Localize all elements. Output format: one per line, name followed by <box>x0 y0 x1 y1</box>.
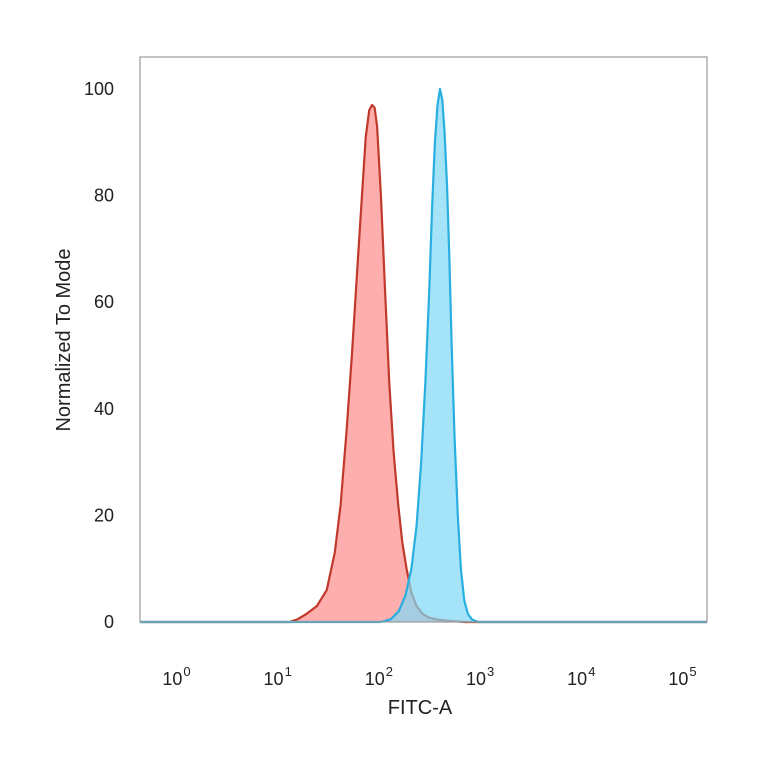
x-tick-exponent: 1 <box>285 664 292 679</box>
x-tick-label: 100 <box>162 664 190 689</box>
x-tick-base: 10 <box>365 669 385 689</box>
x-tick-exponent: 5 <box>689 664 696 679</box>
series-2-area <box>140 88 707 623</box>
x-tick-base: 10 <box>466 669 486 689</box>
x-axis-title: FITC-A <box>388 697 453 719</box>
plot-frame <box>139 56 708 623</box>
x-axis-ticks: 100 101 102 103 104 105 <box>162 664 696 689</box>
x-tick-exponent: 3 <box>487 664 494 679</box>
y-tick-label: 60 <box>94 292 114 312</box>
y-tick-label: 20 <box>94 505 114 525</box>
x-tick-base: 10 <box>264 669 284 689</box>
x-tick-base: 10 <box>567 669 587 689</box>
series-layer <box>140 87 707 624</box>
y-axis-ticks: 0 20 40 60 80 100 <box>84 79 114 632</box>
x-tick-label: 101 <box>264 664 292 689</box>
x-tick-base: 10 <box>668 669 688 689</box>
x-tick-exponent: 2 <box>386 664 393 679</box>
y-axis-title: Normalized To Mode <box>53 248 75 431</box>
y-tick-label: 0 <box>104 612 114 632</box>
x-tick-base: 10 <box>162 669 182 689</box>
x-tick-label: 103 <box>466 664 494 689</box>
y-tick-label: 100 <box>84 79 114 99</box>
y-tick-label: 40 <box>94 399 114 419</box>
x-tick-label: 102 <box>365 664 393 689</box>
y-tick-label: 80 <box>94 186 114 206</box>
x-tick-label: 105 <box>668 664 696 689</box>
x-tick-label: 104 <box>567 664 595 689</box>
x-tick-exponent: 0 <box>183 664 190 679</box>
x-tick-exponent: 4 <box>588 664 595 679</box>
series-2-line <box>140 87 707 624</box>
